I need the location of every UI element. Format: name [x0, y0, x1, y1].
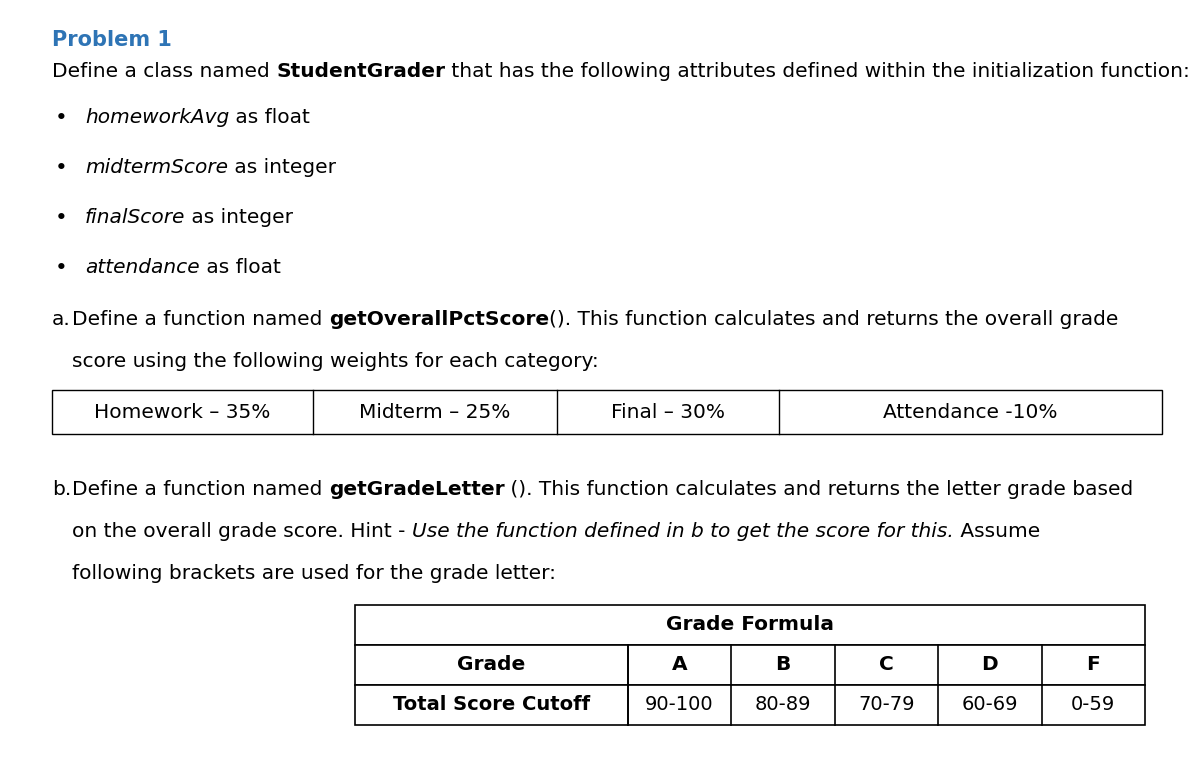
Text: F: F [1086, 655, 1100, 675]
Text: Use the function defined in b to get the score for this.: Use the function defined in b to get the… [412, 522, 954, 541]
Text: getGradeLetter: getGradeLetter [329, 480, 504, 499]
Text: StudentGrader: StudentGrader [276, 62, 445, 81]
Bar [355, 645, 1145, 685]
Text: (). This function calculates and returns the overall grade: (). This function calculates and returns… [548, 310, 1118, 329]
Bar [355, 605, 1145, 645]
Text: Grade: Grade [457, 655, 526, 675]
Text: as integer: as integer [185, 208, 293, 227]
Text: b.: b. [52, 480, 71, 499]
Text: •: • [55, 258, 67, 278]
Text: a.: a. [52, 310, 71, 329]
Text: that has the following attributes defined within the initialization function:: that has the following attributes define… [445, 62, 1190, 81]
Text: getOverallPctScore: getOverallPctScore [329, 310, 548, 329]
Text: Attendance -10%: Attendance -10% [883, 402, 1057, 422]
Bar [52, 390, 1162, 434]
Text: 90-100: 90-100 [644, 696, 714, 715]
Text: Homework – 35%: Homework – 35% [95, 402, 271, 422]
Text: B: B [775, 655, 791, 675]
Text: Define a function named: Define a function named [72, 480, 329, 499]
Text: 60-69: 60-69 [961, 696, 1018, 715]
Text: 80-89: 80-89 [755, 696, 811, 715]
Text: •: • [55, 208, 67, 228]
Text: finalScore: finalScore [85, 208, 185, 227]
Text: Grade Formula: Grade Formula [666, 615, 834, 635]
Text: as float: as float [199, 258, 281, 277]
Bar [355, 685, 1145, 725]
Text: homeworkAvg: homeworkAvg [85, 108, 229, 127]
Text: Assume: Assume [954, 522, 1039, 541]
Text: as integer: as integer [228, 158, 336, 177]
Text: •: • [55, 108, 67, 128]
Text: A: A [672, 655, 688, 675]
Text: score using the following weights for each category:: score using the following weights for ea… [72, 352, 599, 371]
Text: Total Score Cutoff: Total Score Cutoff [392, 696, 590, 715]
Text: •: • [55, 158, 67, 178]
Text: Define a class named: Define a class named [52, 62, 276, 81]
Text: 70-79: 70-79 [858, 696, 914, 715]
Text: Problem 1: Problem 1 [52, 30, 172, 50]
Text: C: C [878, 655, 894, 675]
Text: Midterm – 25%: Midterm – 25% [359, 402, 511, 422]
Text: as float: as float [229, 108, 310, 127]
Text: following brackets are used for the grade letter:: following brackets are used for the grad… [72, 564, 556, 583]
Text: midtermScore: midtermScore [85, 158, 228, 177]
Text: D: D [982, 655, 998, 675]
Text: attendance: attendance [85, 258, 199, 277]
Text: (). This function calculates and returns the letter grade based: (). This function calculates and returns… [504, 480, 1134, 499]
Text: Define a function named: Define a function named [72, 310, 329, 329]
Text: Final – 30%: Final – 30% [611, 402, 725, 422]
Text: 0-59: 0-59 [1072, 696, 1115, 715]
Text: on the overall grade score. Hint -: on the overall grade score. Hint - [72, 522, 412, 541]
